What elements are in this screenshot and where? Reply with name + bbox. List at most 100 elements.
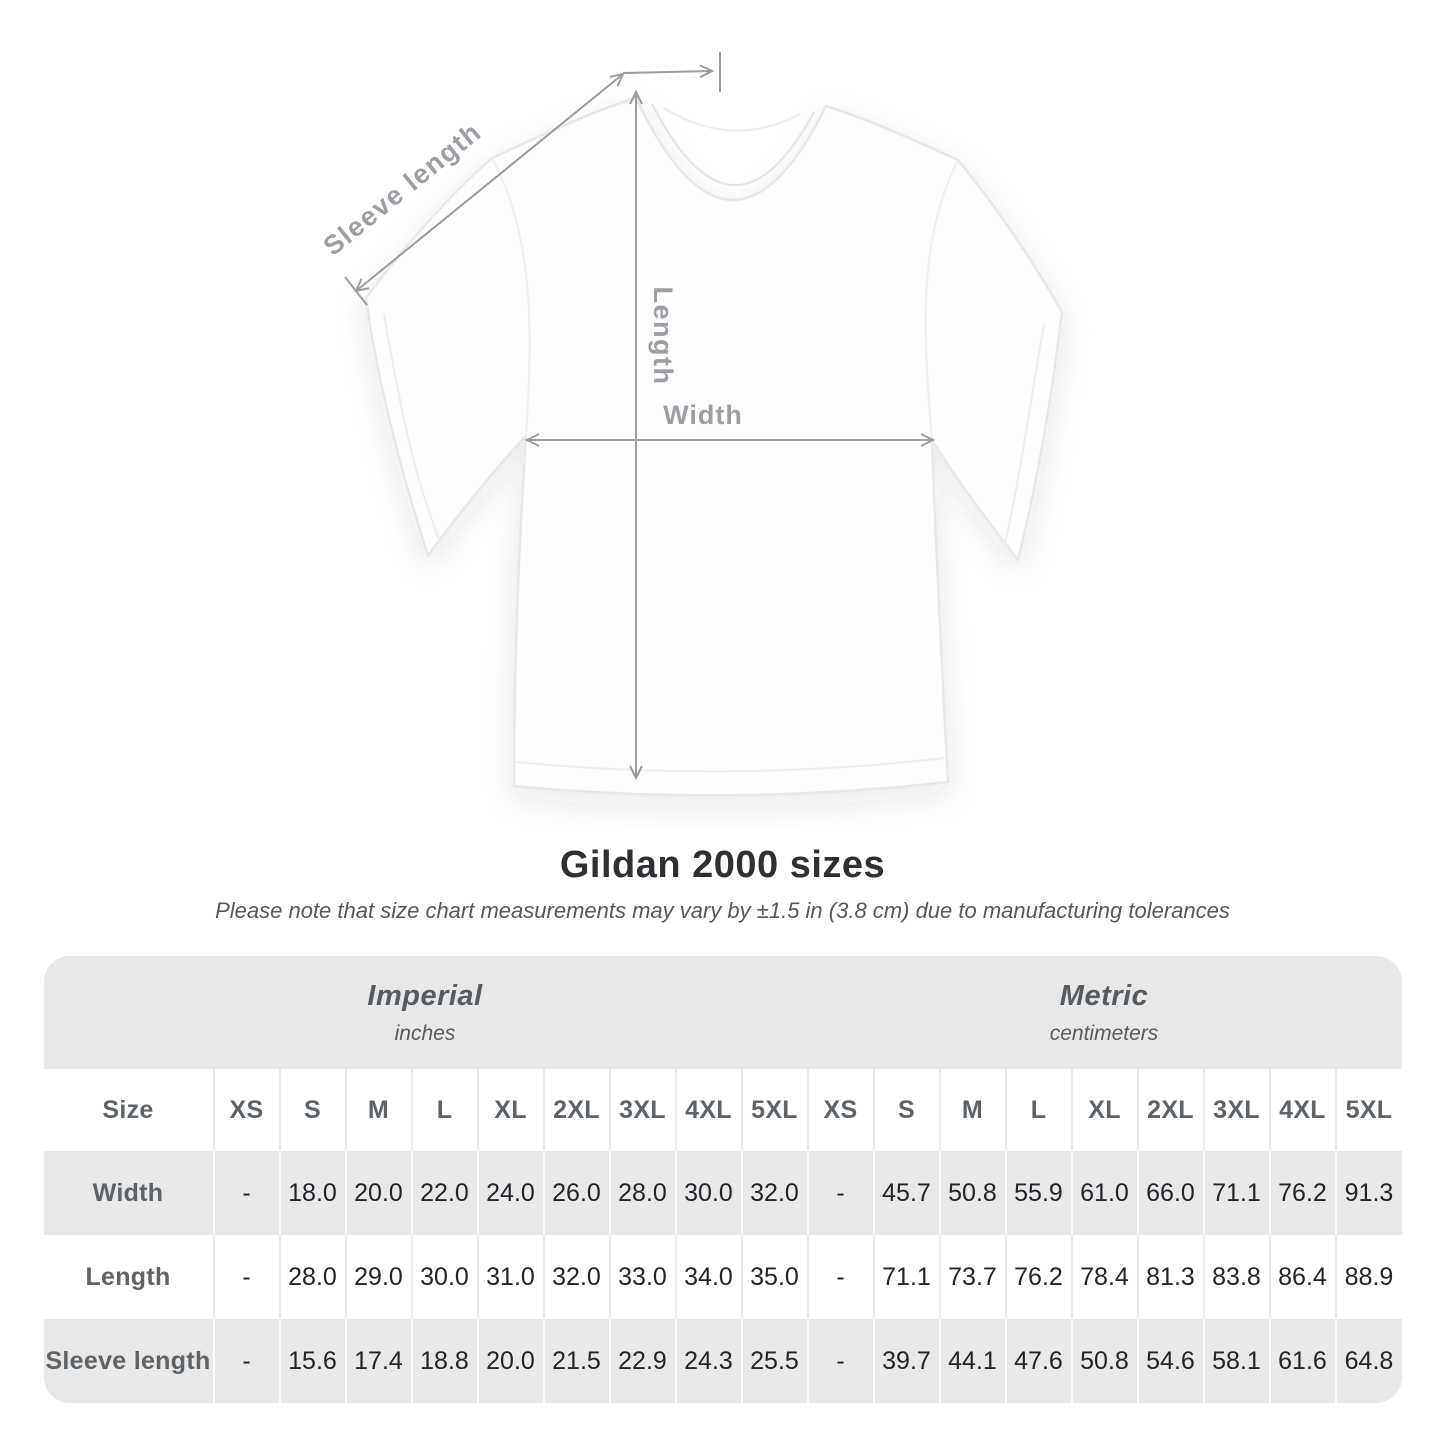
- metric-value: 81.3: [1136, 1235, 1203, 1319]
- collar-back-seam: [663, 107, 801, 132]
- imperial-value: 34.0: [674, 1235, 741, 1319]
- size-header-metric-l: L: [1004, 1069, 1071, 1151]
- imperial-value: 30.0: [410, 1235, 477, 1319]
- metric-value: 44.1: [938, 1319, 1005, 1403]
- tshirt-illustration: [364, 96, 1064, 797]
- imperial-value: 32.0: [542, 1235, 609, 1319]
- metric-value: 61.6: [1268, 1319, 1335, 1403]
- sleeve-length-line: [354, 72, 625, 293]
- imperial-value: 26.0: [542, 1151, 609, 1235]
- imperial-value: 28.0: [278, 1235, 345, 1319]
- imperial-value: 15.6: [278, 1319, 345, 1403]
- imperial-value: 32.0: [740, 1151, 807, 1235]
- size-header-metric-4xl: 4XL: [1268, 1069, 1335, 1151]
- metric-value: 73.7: [938, 1235, 1005, 1319]
- size-header-metric-s: S: [872, 1069, 939, 1151]
- size-header-imperial-3xl: 3XL: [608, 1069, 675, 1151]
- metric-value: 61.0: [1070, 1151, 1137, 1235]
- size-header-metric-3xl: 3XL: [1202, 1069, 1269, 1151]
- metric-value: -: [806, 1151, 873, 1235]
- imperial-value: 33.0: [608, 1235, 675, 1319]
- imperial-value: 17.4: [344, 1319, 411, 1403]
- imperial-value: -: [212, 1319, 279, 1403]
- size-column-header: Size: [43, 1069, 213, 1151]
- imperial-title: Imperial: [367, 979, 483, 1012]
- metric-value: -: [806, 1235, 873, 1319]
- metric-value: -: [806, 1319, 873, 1403]
- sleeve-length-end-tick: [344, 276, 368, 306]
- imperial-value: 22.9: [608, 1319, 675, 1403]
- metric-group-header: Metric centimeters: [807, 956, 1402, 1069]
- imperial-value: 30.0: [674, 1151, 741, 1235]
- metric-value: 71.1: [872, 1235, 939, 1319]
- imperial-value: 24.0: [476, 1151, 543, 1235]
- measurement-lines: [344, 52, 936, 781]
- width-label: Width: [663, 400, 743, 430]
- imperial-value: 21.5: [542, 1319, 609, 1403]
- metric-value: 50.8: [1070, 1319, 1137, 1403]
- imperial-value: 28.0: [608, 1151, 675, 1235]
- imperial-value: 24.3: [674, 1319, 741, 1403]
- imperial-value: 35.0: [740, 1235, 807, 1319]
- metric-unit: centimeters: [1049, 1021, 1159, 1045]
- neck-to-center-line: [622, 64, 715, 79]
- metric-value: 76.2: [1004, 1235, 1071, 1319]
- metric-value: 50.8: [938, 1151, 1005, 1235]
- imperial-value: 18.8: [410, 1319, 477, 1403]
- size-header-imperial-4xl: 4XL: [674, 1069, 741, 1151]
- size-table: Imperial inches Metric centimeters Size X…: [43, 956, 1402, 1403]
- metric-value: 86.4: [1268, 1235, 1335, 1319]
- metric-value: 71.1: [1202, 1151, 1269, 1235]
- metric-value: 45.7: [872, 1151, 939, 1235]
- row-label-length: Length: [43, 1235, 213, 1319]
- metric-value: 88.9: [1334, 1235, 1402, 1319]
- imperial-value: 29.0: [344, 1235, 411, 1319]
- size-header-metric-xs: XS: [806, 1069, 873, 1151]
- collar-inner-seam: [651, 103, 815, 186]
- row-label-width: Width: [43, 1151, 213, 1235]
- bottom-hem-seam: [515, 757, 947, 773]
- metric-value: 91.3: [1334, 1151, 1402, 1235]
- tshirt-diagram: Sleeve length Length Width: [318, 52, 1064, 797]
- size-header-metric-5xl: 5XL: [1334, 1069, 1402, 1151]
- length-label: Length: [648, 287, 678, 386]
- metric-value: 58.1: [1202, 1319, 1269, 1403]
- metric-value: 83.8: [1202, 1235, 1269, 1319]
- size-header-metric-2xl: 2XL: [1136, 1069, 1203, 1151]
- size-header-imperial-m: M: [344, 1069, 411, 1151]
- metric-value: 78.4: [1070, 1235, 1137, 1319]
- imperial-value: -: [212, 1151, 279, 1235]
- metric-value: 64.8: [1334, 1319, 1402, 1403]
- metric-value: 76.2: [1268, 1151, 1335, 1235]
- metric-value: 47.6: [1004, 1319, 1071, 1403]
- right-cuff-hem: [1003, 323, 1045, 549]
- imperial-value: 31.0: [476, 1235, 543, 1319]
- imperial-value: 25.5: [740, 1319, 807, 1403]
- imperial-group-header: Imperial inches: [44, 956, 807, 1069]
- size-header-imperial-l: L: [410, 1069, 477, 1151]
- size-table-grid: Size XS S M L XL 2XL 3XL 4XL 5XL XS S M L XL 2XL 3XL 4XL 5…: [43, 1069, 1402, 1403]
- metric-value: 54.6: [1136, 1319, 1203, 1403]
- imperial-value: -: [212, 1235, 279, 1319]
- size-header-imperial-xs: XS: [212, 1069, 279, 1151]
- size-header-metric-xl: XL: [1070, 1069, 1137, 1151]
- size-header-imperial-xl: XL: [476, 1069, 543, 1151]
- metric-value: 55.9: [1004, 1151, 1071, 1235]
- right-armhole-seam: [924, 159, 959, 441]
- imperial-value: 20.0: [344, 1151, 411, 1235]
- size-header-imperial-s: S: [278, 1069, 345, 1151]
- page-title: Gildan 2000 sizes: [559, 844, 886, 886]
- imperial-value: 20.0: [476, 1319, 543, 1403]
- left-cuff-hem: [383, 313, 443, 547]
- metric-title: Metric: [1059, 979, 1149, 1012]
- imperial-value: 22.0: [410, 1151, 477, 1235]
- unit-group-band: Imperial inches Metric centimeters: [43, 956, 1402, 1069]
- tolerance-note: Please note that size chart measurements…: [215, 898, 1230, 923]
- metric-value: 39.7: [872, 1319, 939, 1403]
- imperial-value: 18.0: [278, 1151, 345, 1235]
- size-header-imperial-2xl: 2XL: [542, 1069, 609, 1151]
- imperial-unit: inches: [394, 1021, 456, 1045]
- size-header-imperial-5xl: 5XL: [740, 1069, 807, 1151]
- row-label-sleeve-length: Sleeve length: [43, 1319, 213, 1403]
